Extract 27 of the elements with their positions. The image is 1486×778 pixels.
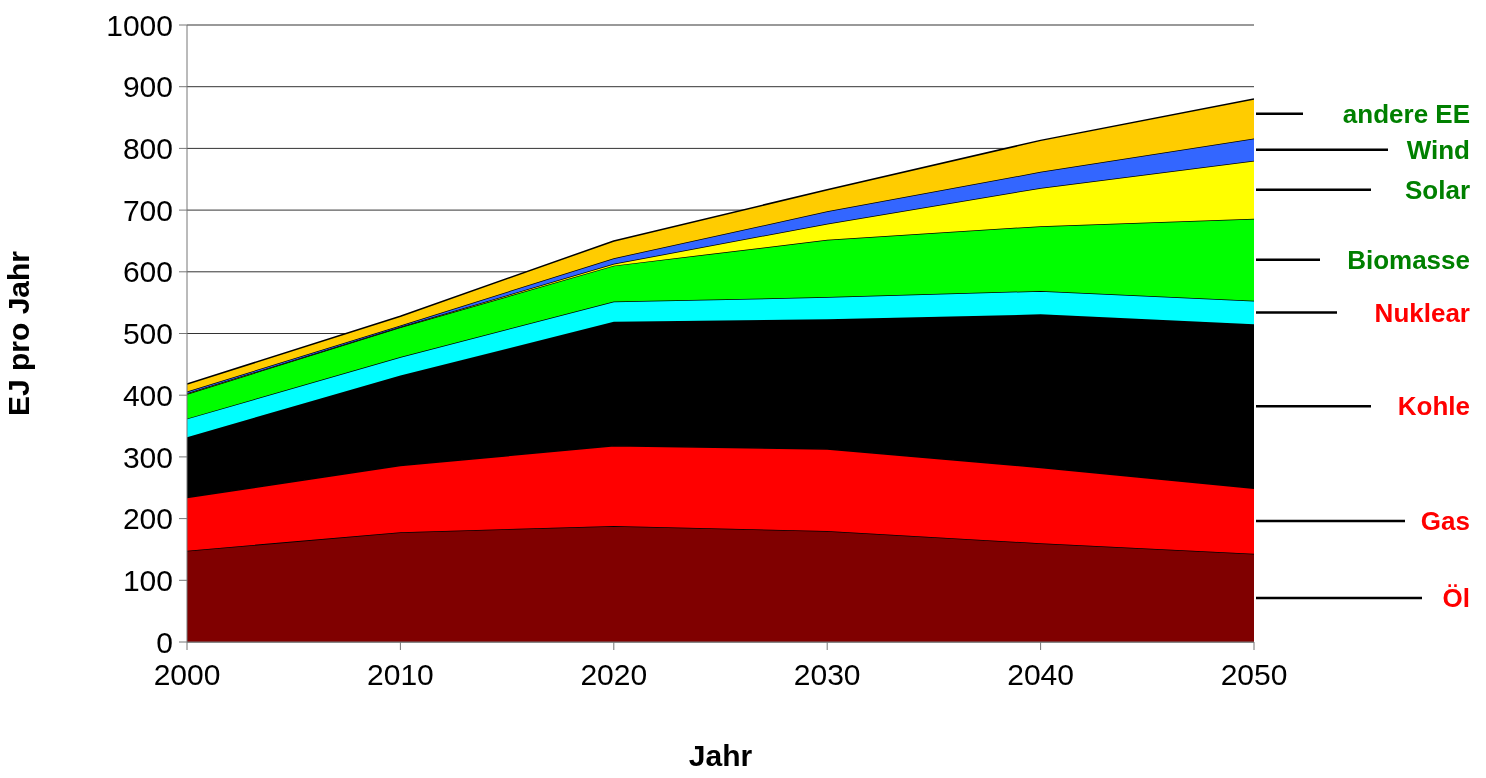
y-tick-label: 300 (122, 440, 173, 474)
y-tick-label: 900 (122, 70, 173, 104)
y-tick-label: 400 (122, 378, 173, 412)
x-tick-label: 2050 (1220, 658, 1288, 692)
legend-label: Biomasse (1347, 244, 1470, 275)
y-tick-label: 1000 (106, 8, 173, 42)
y-tick-label: 600 (122, 255, 173, 289)
x-tick-label: 2020 (580, 658, 648, 692)
legend-label: andere EE (1342, 98, 1470, 129)
legend-label: Nuklear (1374, 297, 1470, 328)
text: Gas (1420, 506, 1470, 537)
y-axis-title: EJ pro Jahr (1, 250, 35, 417)
legend-label: Kohle (1397, 391, 1470, 422)
text: Wind (1406, 134, 1470, 165)
x-tick-label: 2030 (793, 658, 861, 692)
y-tick-label: 700 (122, 193, 173, 227)
legend-label: Solar (1404, 174, 1470, 205)
y-tick-label: 100 (122, 563, 173, 597)
y-tick-label: 0 (156, 625, 173, 659)
x-axis-title: Jahr (688, 739, 753, 772)
y-tick-label: 800 (122, 132, 173, 166)
y-tick-label: 500 (122, 317, 173, 351)
x-tick-label: 2010 (367, 658, 434, 692)
x-tick-label: 2000 (153, 658, 221, 692)
text: Öl (1442, 582, 1470, 613)
x-tick-label: 2040 (1007, 658, 1074, 692)
y-tick-label: 200 (122, 502, 173, 536)
